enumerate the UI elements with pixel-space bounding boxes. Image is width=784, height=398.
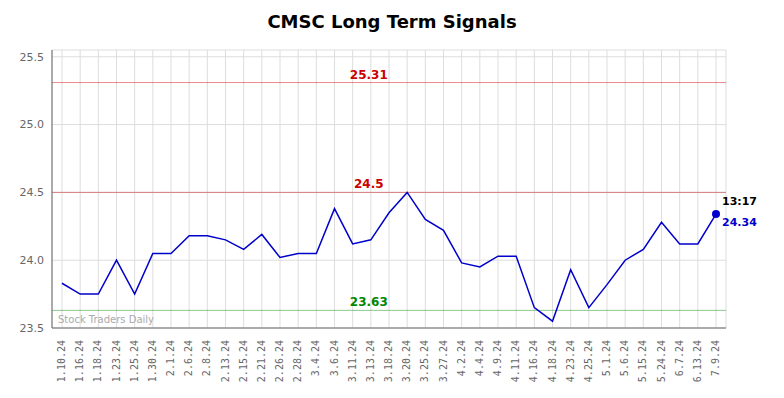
svg-text:7.9.24: 7.9.24	[710, 340, 721, 376]
svg-text:1.25.24: 1.25.24	[129, 340, 140, 382]
svg-text:2.28.24: 2.28.24	[292, 340, 303, 382]
svg-text:2.8.24: 2.8.24	[201, 340, 212, 376]
svg-text:1.10.24: 1.10.24	[56, 340, 67, 382]
svg-text:2.6.24: 2.6.24	[183, 340, 194, 376]
svg-text:4.4.24: 4.4.24	[474, 340, 485, 376]
svg-text:23.63: 23.63	[350, 295, 388, 309]
svg-text:6.13.24: 6.13.24	[692, 340, 703, 382]
svg-text:25.0: 25.0	[20, 118, 45, 131]
svg-text:24.0: 24.0	[20, 254, 45, 267]
svg-text:3.27.24: 3.27.24	[438, 340, 449, 382]
svg-text:24.34: 24.34	[722, 216, 757, 229]
svg-text:3.13.24: 3.13.24	[365, 340, 376, 382]
svg-text:3.18.24: 3.18.24	[383, 340, 394, 382]
svg-text:23.5: 23.5	[20, 322, 45, 335]
svg-text:1.23.24: 1.23.24	[111, 340, 122, 382]
svg-text:3.11.24: 3.11.24	[347, 340, 358, 382]
svg-text:3.20.24: 3.20.24	[401, 340, 412, 382]
html-text:Stock Traders Daily: Stock Traders Daily	[58, 314, 154, 325]
svg-text:25.5: 25.5	[20, 51, 45, 64]
svg-text:5.1.24: 5.1.24	[601, 340, 612, 376]
svg-text:4.18.24: 4.18.24	[547, 340, 558, 382]
svg-text:2.15.24: 2.15.24	[238, 340, 249, 382]
svg-text:2.1.24: 2.1.24	[165, 340, 176, 376]
svg-text:4.9.24: 4.9.24	[492, 340, 503, 376]
svg-text:24.5: 24.5	[20, 186, 45, 199]
svg-text:5.15.24: 5.15.24	[637, 340, 648, 382]
svg-text:4.23.24: 4.23.24	[565, 340, 576, 382]
svg-text:3.4.24: 3.4.24	[310, 340, 321, 376]
svg-text:4.2.24: 4.2.24	[456, 340, 467, 376]
svg-text:24.5: 24.5	[354, 177, 384, 191]
svg-text:1.30.24: 1.30.24	[147, 340, 158, 382]
svg-text:4.25.24: 4.25.24	[583, 340, 594, 382]
html-text:CMSC Long Term Signals: CMSC Long Term Signals	[267, 11, 517, 32]
svg-text:4.11.24: 4.11.24	[510, 340, 521, 382]
svg-text:2.13.24: 2.13.24	[220, 340, 231, 382]
svg-text:1.18.24: 1.18.24	[92, 340, 103, 382]
svg-text:2.26.24: 2.26.24	[274, 340, 285, 382]
svg-text:4.16.24: 4.16.24	[528, 340, 539, 382]
svg-text:5.6.24: 5.6.24	[619, 340, 630, 376]
svg-text:2.21.24: 2.21.24	[256, 340, 267, 382]
svg-text:13:17: 13:17	[722, 195, 757, 208]
svg-text:6.7.24: 6.7.24	[674, 340, 685, 376]
svg-text:3.6.24: 3.6.24	[329, 340, 340, 376]
svg-text:5.24.24: 5.24.24	[656, 340, 667, 382]
svg-text:25.31: 25.31	[350, 68, 388, 82]
svg-text:1.16.24: 1.16.24	[74, 340, 85, 382]
svg-text:3.25.24: 3.25.24	[419, 340, 430, 382]
